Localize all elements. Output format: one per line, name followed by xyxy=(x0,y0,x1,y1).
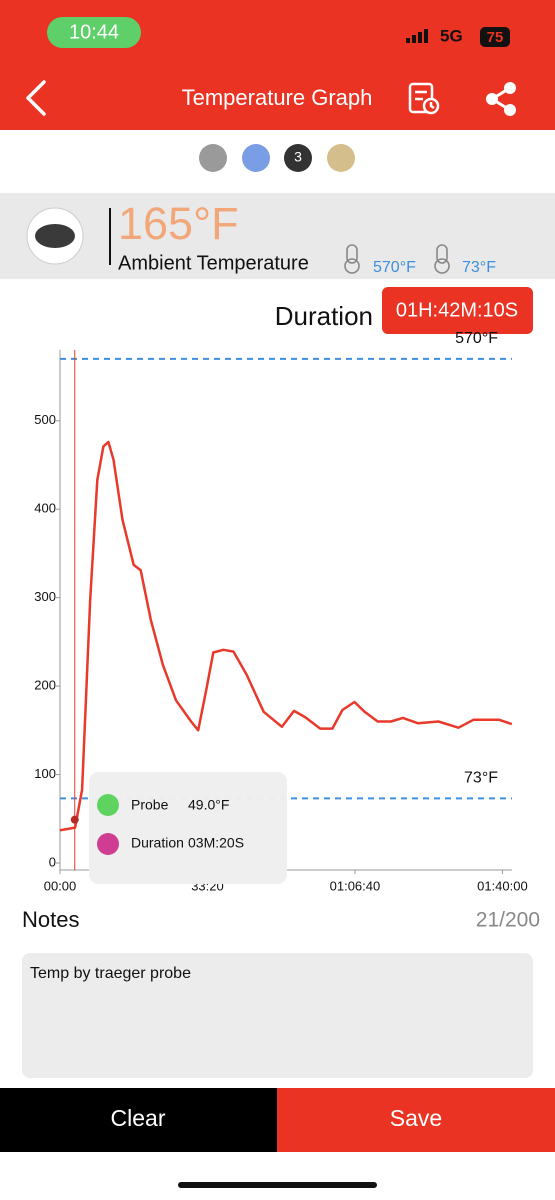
clear-label: Clear xyxy=(111,1105,166,1131)
save-button[interactable] xyxy=(277,1088,555,1152)
probe-tab-active[interactable] xyxy=(284,144,312,172)
series-line xyxy=(60,440,512,832)
notes-box[interactable] xyxy=(22,953,533,1078)
status-time: 10:44 xyxy=(69,21,119,43)
y-tick-label: 400 xyxy=(34,501,56,516)
save-label: Save xyxy=(390,1105,442,1131)
notes-count: 21/200 xyxy=(476,909,540,932)
report-button[interactable] xyxy=(408,82,440,115)
y-tick-label: 200 xyxy=(34,678,56,693)
grill-avatar-inner xyxy=(35,224,75,248)
y-tick-label: 500 xyxy=(34,412,56,427)
x-tick-label: 01:06:40 xyxy=(330,878,381,893)
y-tick-label: 0 xyxy=(49,854,56,869)
max-icon xyxy=(344,244,360,274)
x-tick-label: 01:40:00 xyxy=(477,878,528,893)
network-label: 5G xyxy=(440,26,463,45)
tooltip xyxy=(89,772,287,884)
probe-tab[interactable] xyxy=(327,144,355,172)
battery-icon xyxy=(480,27,510,47)
tooltip-value: 49.0°F xyxy=(188,797,229,813)
ambient-min: 73°F xyxy=(462,259,496,276)
ambient-band xyxy=(0,193,555,279)
notes-text: Temp by traeger probe xyxy=(30,965,191,982)
back-button[interactable] xyxy=(26,80,46,116)
home-indicator xyxy=(178,1182,377,1188)
ambient-temperature: 165°F xyxy=(118,198,239,249)
tooltip-duration-label: Duration xyxy=(131,835,184,851)
duration-value: 01H:42M:10S xyxy=(396,299,518,321)
y-tick-label: 300 xyxy=(34,589,56,604)
notes-title: Notes xyxy=(22,907,79,932)
tooltip-duration: 03M:20S xyxy=(188,835,244,851)
header-title: Temperature Graph xyxy=(182,85,373,110)
ambient-label: Ambient Temperature xyxy=(118,252,309,274)
clear-button[interactable] xyxy=(0,1088,277,1152)
cursor-point xyxy=(70,815,79,824)
y-tick-label: 100 xyxy=(34,766,56,781)
min-icon xyxy=(434,244,450,274)
time-pill xyxy=(47,17,141,48)
tooltip-dot xyxy=(97,794,119,816)
duration-box xyxy=(382,287,533,334)
probe-tab[interactable] xyxy=(242,144,270,172)
duration-label: Duration xyxy=(275,301,373,331)
tooltip-dot xyxy=(97,833,119,855)
reference-label: 570°F xyxy=(455,330,498,347)
x-tick-label: 00:00 xyxy=(44,878,77,893)
ambient-max: 570°F xyxy=(373,259,416,276)
reference-label: 73°F xyxy=(464,770,498,787)
probe-tab[interactable] xyxy=(199,144,227,172)
probe-tab-label: 3 xyxy=(294,149,302,165)
battery-level: 75 xyxy=(487,29,504,46)
signal-icon xyxy=(406,29,428,43)
share-button[interactable] xyxy=(486,82,516,116)
tooltip-series: Probe xyxy=(131,797,169,813)
